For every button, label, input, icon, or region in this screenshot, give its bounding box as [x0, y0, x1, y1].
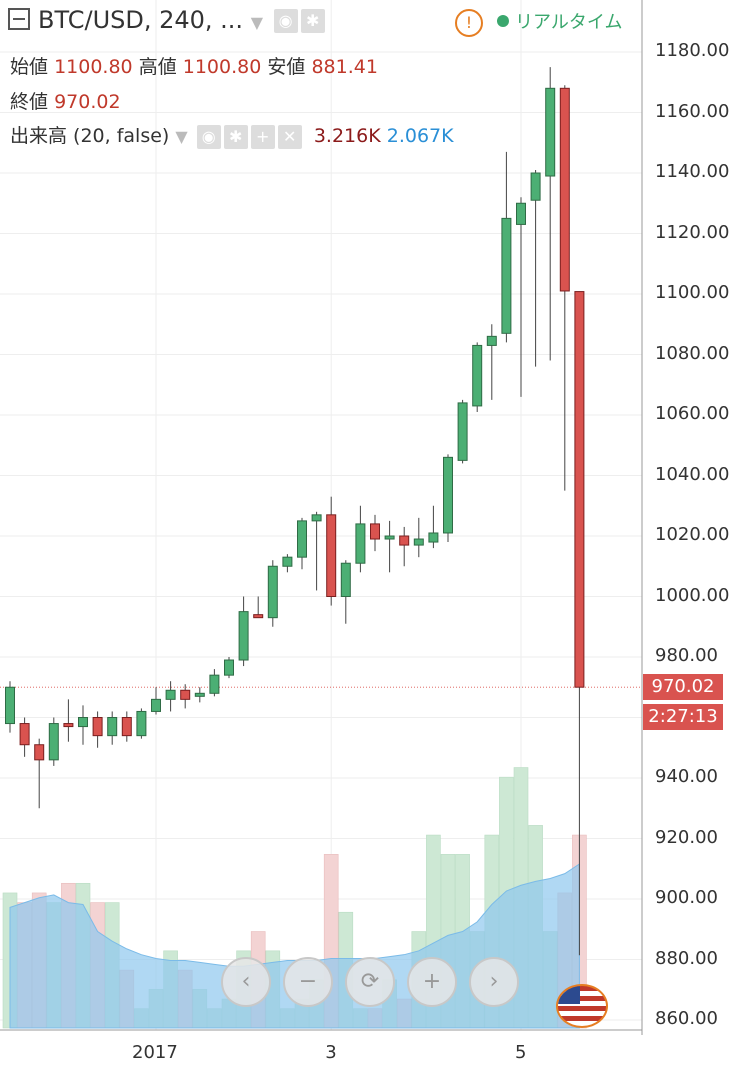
- candle-body: [472, 344, 483, 407]
- high-label: 高値: [138, 56, 177, 78]
- chevron-down-icon[interactable]: ▼: [250, 13, 264, 32]
- candle-body: [530, 172, 541, 201]
- volume-value-2: 2.067K: [386, 125, 454, 147]
- volume-legend[interactable]: 出来高 (20, false) ▼ ◉ ✱ + ✕ 3.216K 2.067K: [10, 121, 454, 149]
- eye-icon[interactable]: ◉: [273, 9, 298, 33]
- candle-body: [165, 689, 176, 700]
- high-value: 1100.80: [182, 56, 262, 78]
- y-tick-label: 1060.00: [655, 403, 730, 424]
- status-dot-icon: [497, 15, 509, 27]
- x-tick-label: 3: [325, 1042, 337, 1063]
- low-value: 881.41: [311, 56, 378, 78]
- candle-body: [136, 710, 147, 737]
- x-tick-label: 5: [515, 1042, 527, 1063]
- zoom-in-button[interactable]: +: [407, 957, 457, 1007]
- candle-body: [399, 535, 410, 546]
- candle-body: [311, 514, 322, 522]
- candle-body: [413, 538, 424, 546]
- collapse-icon[interactable]: [8, 8, 30, 30]
- candle-body: [545, 87, 556, 177]
- candle-body: [370, 523, 380, 540]
- candle-body: [297, 520, 307, 558]
- candle-body: [326, 514, 337, 598]
- volume-label: 出来高 (20, false): [10, 125, 170, 147]
- candle-body: [559, 87, 570, 292]
- countdown-tag: 2:27:13: [643, 704, 723, 730]
- candle-body: [574, 291, 585, 688]
- y-tick-label: 1180.00: [655, 40, 730, 61]
- close-value: 970.02: [54, 91, 121, 113]
- symbol-title: BTC/USD, 240, ...: [38, 6, 244, 34]
- chevron-down-icon[interactable]: ▼: [175, 127, 188, 146]
- y-tick-label: 1100.00: [655, 282, 730, 303]
- close-label: 終値: [10, 91, 49, 113]
- y-tick-label: 1020.00: [655, 524, 730, 545]
- candle-body: [267, 565, 278, 619]
- candle-body: [194, 692, 205, 697]
- candle-body: [180, 689, 191, 700]
- candle-body: [34, 744, 45, 761]
- zoom-out-button[interactable]: −: [283, 957, 333, 1007]
- candle-body: [209, 674, 220, 694]
- y-tick-label: 1080.00: [655, 342, 730, 364]
- candle-body: [428, 532, 439, 543]
- y-tick-label: 1160.00: [655, 100, 730, 122]
- candle-body: [443, 456, 453, 534]
- candle-body: [63, 723, 74, 728]
- gear-icon[interactable]: ✱: [223, 124, 248, 149]
- candle-body: [121, 717, 132, 737]
- reset-chart-button[interactable]: ⟳: [345, 957, 395, 1007]
- candle-body: [48, 723, 59, 761]
- realtime-indicator: ! リアルタイム: [455, 8, 622, 37]
- candle-body: [238, 611, 249, 661]
- gear-icon[interactable]: ✱: [300, 9, 325, 33]
- exclamation-icon[interactable]: !: [455, 9, 483, 37]
- candle-body: [457, 402, 468, 461]
- candle-body: [5, 686, 15, 725]
- y-tick-label: 1040.00: [655, 463, 730, 485]
- candle-body: [92, 717, 103, 737]
- eye-icon[interactable]: ◉: [196, 124, 221, 149]
- y-tick-label: 1120.00: [655, 221, 730, 243]
- y-tick-label: 940.00: [655, 766, 718, 787]
- ohlc-legend-row1: 始値 1100.80 高値 1100.80 安値 881.41: [10, 52, 378, 79]
- y-tick-label: 900.00: [655, 887, 718, 908]
- symbol-header[interactable]: BTC/USD, 240, ... ▼ ◉ ✱: [8, 6, 325, 34]
- candle-body: [19, 723, 30, 746]
- candle-body: [501, 217, 512, 334]
- y-tick-label: 920.00: [655, 826, 718, 848]
- volume-value-1: 3.216K: [313, 125, 381, 147]
- y-tick-label: 860.00: [655, 1008, 718, 1029]
- close-icon[interactable]: ✕: [277, 124, 302, 149]
- y-tick-label: 1000.00: [655, 584, 730, 606]
- scroll-left-button[interactable]: ‹: [221, 957, 271, 1007]
- ohlc-legend-row2: 終値 970.02: [10, 87, 121, 114]
- candle-body: [486, 335, 497, 346]
- scroll-right-button[interactable]: ›: [469, 957, 519, 1007]
- candle-body: [355, 523, 366, 564]
- open-label: 始値: [10, 56, 49, 78]
- open-value: 1100.80: [54, 56, 133, 78]
- candle-body: [107, 717, 118, 737]
- candle-body: [151, 698, 161, 712]
- candle-body: [516, 202, 526, 225]
- candle-body: [282, 556, 293, 567]
- candle-body: [340, 562, 351, 597]
- plus-icon[interactable]: +: [250, 124, 275, 149]
- realtime-label: リアルタイム: [515, 12, 623, 33]
- last-price-tag: 970.02: [643, 674, 723, 700]
- candle-body: [253, 614, 264, 619]
- candle-body: [78, 717, 88, 728]
- y-tick-label: 980.00: [655, 645, 718, 666]
- us-flag-icon[interactable]: [556, 984, 608, 1028]
- candle-body: [384, 535, 395, 540]
- y-tick-label: 880.00: [655, 947, 718, 969]
- y-tick-label: 1140.00: [655, 161, 730, 182]
- x-tick-label: 2017: [132, 1042, 178, 1063]
- low-label: 安値: [267, 56, 306, 78]
- candle-body: [224, 659, 234, 676]
